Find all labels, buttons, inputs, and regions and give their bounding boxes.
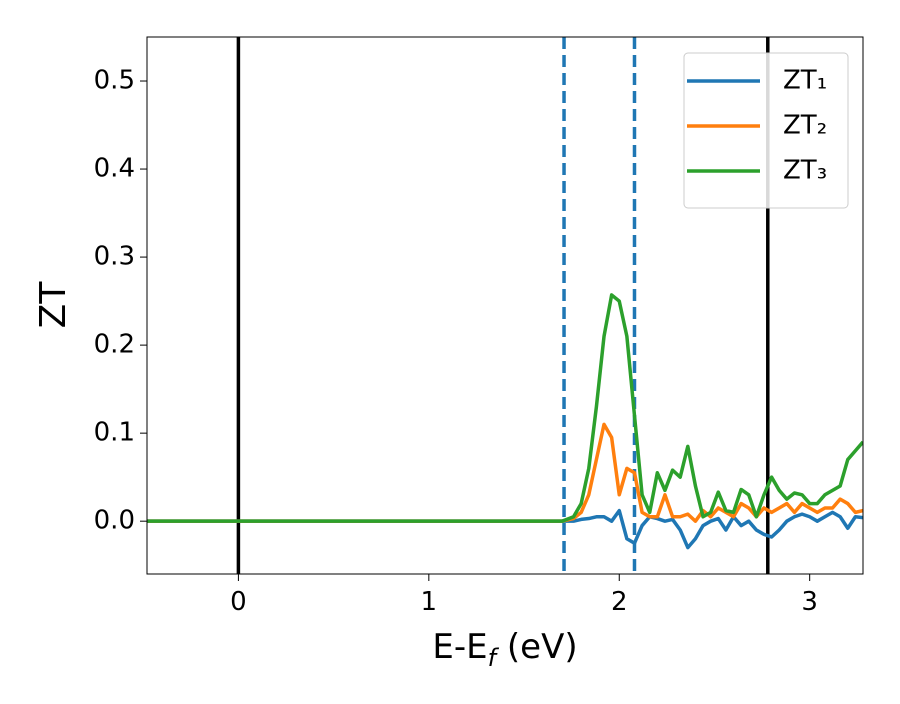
y-tick-label: 0.3	[94, 242, 135, 272]
legend-label: ZT₃	[783, 156, 827, 186]
legend-label: ZT₁	[783, 66, 827, 96]
y-tick-label: 0.5	[94, 66, 135, 96]
y-axis-label: ZT	[33, 281, 74, 329]
y-tick-label: 0.2	[94, 330, 135, 360]
legend-label: ZT₂	[783, 111, 827, 141]
x-axis-label-part: (eV)	[496, 627, 578, 667]
x-tick-label: 0	[230, 587, 247, 617]
x-axis-label-part: E-E	[432, 627, 487, 667]
x-tick-label: 2	[611, 587, 628, 617]
y-tick-label: 0.4	[94, 154, 135, 184]
series-line	[147, 422, 863, 523]
x-tick-label: 1	[421, 587, 438, 617]
y-tick-label: 0.0	[94, 506, 135, 536]
x-tick-label: 3	[801, 587, 818, 617]
x-axis-label: E-Ef (eV)	[432, 627, 577, 672]
plot-frame	[146, 36, 864, 575]
y-tick-label: 0.1	[94, 418, 135, 448]
series-line	[147, 508, 863, 550]
series-line	[147, 293, 863, 523]
